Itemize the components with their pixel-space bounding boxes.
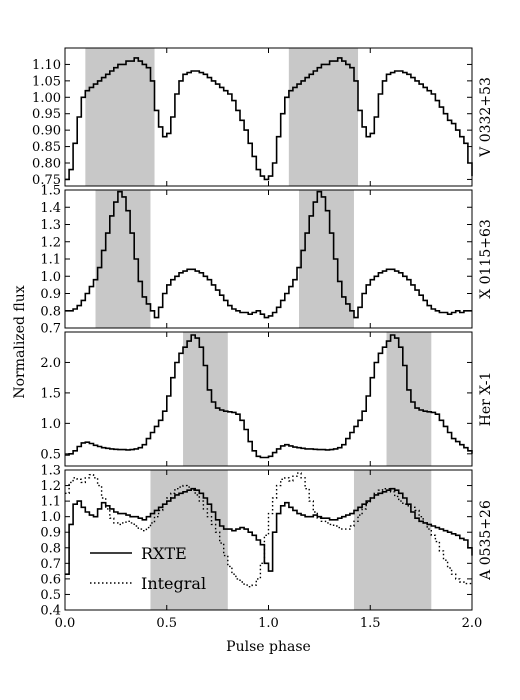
x-tick-label: 1.5 (360, 616, 381, 631)
x-tick-label: 2.0 (462, 616, 483, 631)
legend-label-integral: Integral (141, 574, 206, 593)
series-line-v-0332-53 (65, 57, 473, 181)
legend-label-rxte: RXTE (141, 544, 187, 563)
panel-label: Her X-1 (478, 372, 494, 427)
panel-a-0535-26: 0.40.50.60.70.80.91.01.11.21.30.0 0.5 1.0 1… (40, 464, 494, 632)
series-line-rxte (65, 487, 473, 575)
y-tick-label: 1.5 (40, 184, 61, 199)
shaded-region (353, 470, 432, 610)
panel-x-0115-63: 0.7 0.8 0.9 1.0 1.1 1.2 1.3 1.4 1.5 X 0115+63 (40, 184, 494, 337)
panels: 0.750.80 0.850.90 0.951.00 1.051.10 V 0332+5… (32, 47, 494, 632)
y-tick-label: 1.4 (40, 201, 61, 216)
y-tick-label: 0.5 (40, 588, 61, 603)
y-tick-label: 0.75 (32, 173, 61, 188)
y-tick-label: 0.6 (40, 572, 61, 587)
y-tick-label: 0.8 (40, 541, 61, 556)
series-line-x-0115-63 (65, 190, 472, 319)
panel-label: V 0332+53 (478, 77, 494, 158)
shaded-region (85, 48, 155, 186)
y-tick-label: 0.8 (40, 304, 61, 319)
shaded-region (150, 470, 228, 610)
y-tick-label: 1.3 (40, 218, 61, 233)
y-tick-label: 1.5 (40, 386, 61, 401)
panel-label: A 0535+26 (478, 500, 494, 581)
y-tick-label: 0.7 (40, 557, 61, 572)
y-tick-label: 0.4 (40, 604, 61, 619)
y-tick-label: 0.9 (40, 287, 61, 302)
y-tick-label: 0.5 (40, 447, 61, 462)
x-tick-label: 0.0 (55, 616, 76, 631)
legend: RXTE Integral (90, 544, 206, 593)
shaded-region (299, 190, 354, 328)
y-tick-label: 1.1 (40, 495, 61, 510)
y-tick-label: 1.0 (40, 270, 61, 285)
y-tick-label: 1.10 (32, 58, 61, 73)
shaded-region (183, 332, 228, 466)
y-tick-label: 1.2 (40, 235, 61, 250)
y-tick-label: 1.0 (40, 510, 61, 525)
y-tick-label: 2.0 (40, 356, 61, 371)
series-line-her-x-1 (65, 334, 473, 459)
x-tick-label: 0.5 (156, 616, 177, 631)
panel-label: X 0115+63 (478, 219, 494, 299)
y-tick-label: 0.95 (32, 107, 61, 122)
y-tick-label: 0.7 (40, 322, 61, 337)
y-tick-label: 0.9 (40, 526, 61, 541)
y-tick-label: 0.85 (32, 140, 61, 155)
shaded-region (386, 332, 432, 466)
y-axis-label: Normalized flux (12, 285, 28, 398)
panel-her-x-1: 0.5 1.0 1.5 2.0 Her X-1 (40, 331, 494, 467)
x-tick-label: 1.0 (258, 616, 279, 631)
y-tick-label: 0.90 (32, 124, 61, 139)
y-tick-label: 1.1 (40, 253, 61, 268)
y-tick-label: 1.00 (32, 91, 61, 106)
series-line-integral (65, 472, 473, 588)
y-tick-label: 1.2 (40, 479, 61, 494)
panel-v-0332-53: 0.750.80 0.850.90 0.951.00 1.051.10 V 0332+5… (32, 47, 494, 188)
y-tick-label: 1.05 (32, 74, 61, 89)
shaded-region (95, 190, 151, 328)
y-tick-label: 1.3 (40, 464, 61, 479)
y-tick-label: 1.0 (40, 417, 61, 432)
shaded-region (288, 48, 359, 186)
x-axis-label: Pulse phase (226, 639, 311, 655)
y-tick-label: 0.80 (32, 157, 61, 172)
